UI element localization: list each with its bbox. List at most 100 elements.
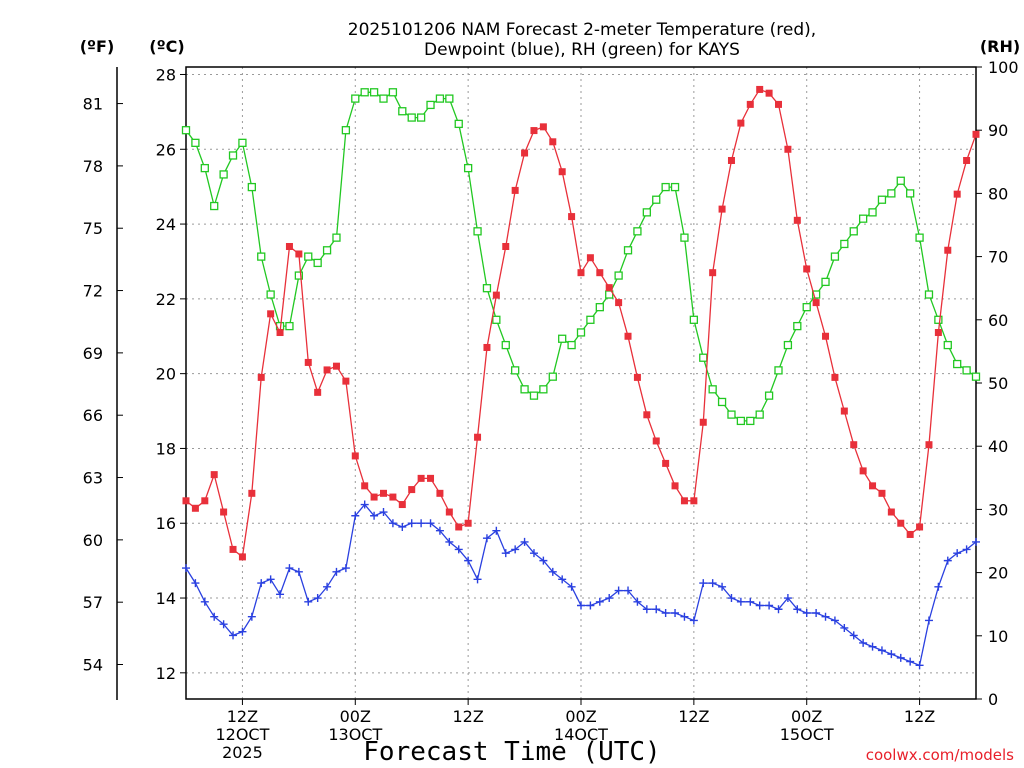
rh-point-39 (548, 372, 557, 381)
rh-point-34 (501, 340, 510, 350)
rh-point-19 (360, 88, 369, 97)
rh-tick-label-10: 100 (988, 58, 1019, 77)
rh-tick-label-9: 90 (988, 121, 1008, 140)
dewpoint-point-69 (830, 616, 839, 625)
rh-point-81 (943, 340, 952, 350)
dewpoint-series (182, 500, 980, 670)
temperature-point-54 (690, 497, 698, 505)
temperature-point-62 (765, 89, 773, 97)
dewpoint-point-46 (614, 586, 623, 595)
fahrenheit-unit-label: (ºF) (80, 37, 115, 56)
dewpoint-point-70 (840, 623, 849, 632)
dewpoint-point-57 (718, 582, 727, 591)
dewpoint-point-21 (379, 508, 388, 517)
rh-point-30 (463, 163, 473, 173)
rh-point-42 (576, 328, 586, 337)
rh-point-57 (717, 397, 727, 407)
temperature-point-6 (238, 553, 246, 561)
dewpoint-point-68 (821, 612, 830, 621)
temperature-point-73 (869, 482, 877, 490)
rh-point-55 (699, 353, 708, 362)
dewpoint-point-63 (774, 605, 783, 614)
rh-point-31 (473, 227, 482, 236)
rh-point-59 (736, 416, 746, 426)
temperature-point-28 (445, 508, 453, 516)
rh-point-48 (633, 227, 642, 236)
x-tick-label-6-1: 12Z (904, 707, 935, 726)
rh-point-24 (407, 113, 416, 122)
temperature-point-79 (925, 441, 933, 449)
dewpoint-point-28 (445, 537, 454, 546)
rh-point-60 (746, 416, 755, 426)
rh-point-79 (924, 290, 934, 299)
temperature-point-0 (182, 497, 190, 505)
dewpoint-point-73 (868, 642, 877, 651)
dewpoint-point-25 (417, 519, 426, 528)
rh-point-17 (341, 126, 351, 135)
rh-point-2 (200, 163, 209, 173)
temperature-point-69 (831, 373, 839, 381)
x-axis-label: Forecast Time (UTC) (363, 737, 660, 767)
rh-point-72 (858, 214, 868, 223)
rh-point-43 (586, 315, 595, 324)
temperature-point-67 (812, 299, 820, 307)
dewpoint-point-2 (200, 597, 209, 606)
dewpoint-point-48 (633, 597, 642, 606)
temperature-point-55 (699, 418, 707, 426)
temperature-point-1 (191, 504, 199, 512)
temperature-point-10 (276, 329, 284, 337)
dewpoint-point-33 (492, 526, 501, 535)
temperature-point-76 (897, 519, 905, 527)
rh-point-23 (398, 107, 407, 116)
dewpoint-point-7 (247, 612, 256, 621)
temperature-point-27 (436, 489, 444, 497)
rh-point-25 (416, 113, 426, 122)
dewpoint-point-76 (896, 653, 905, 662)
fahrenheit-tick-label-5: 69 (83, 344, 103, 363)
temperature-point-57 (718, 205, 726, 213)
chart-title-line-1: 2025101206 NAM Forecast 2-meter Temperat… (348, 20, 816, 40)
dewpoint-point-14 (313, 594, 322, 603)
rh-point-78 (915, 233, 924, 242)
temperature-point-56 (709, 269, 717, 277)
dewpoint-point-47 (624, 586, 633, 595)
rh-point-8 (257, 252, 266, 261)
rh-tick-label-1: 10 (988, 627, 1008, 646)
dewpoint-point-50 (652, 605, 661, 614)
rh-point-27 (435, 94, 445, 103)
temperature-point-60 (746, 100, 754, 108)
dewpoint-point-83 (962, 545, 971, 554)
dewpoint-point-6 (238, 627, 247, 636)
temperature-point-77 (906, 530, 914, 538)
celsius-tick-label-5: 22 (156, 290, 176, 309)
dewpoint-point-74 (877, 646, 886, 655)
rh-point-5 (228, 151, 238, 160)
temperature-point-75 (887, 508, 895, 516)
dewpoint-point-41 (567, 582, 576, 591)
temperature-point-21 (380, 489, 387, 497)
temperature-point-18 (351, 452, 359, 460)
temperature-point-38 (539, 123, 547, 131)
temperature-point-13 (304, 358, 312, 366)
temperature-point-66 (803, 265, 811, 273)
rh-point-29 (454, 119, 463, 129)
temperature-point-72 (859, 467, 867, 475)
temperature-point-43 (586, 254, 594, 262)
rh-tick-label-0: 0 (988, 690, 998, 709)
temperature-point-84 (972, 130, 980, 138)
rh-point-47 (623, 246, 633, 255)
dewpoint-point-18 (351, 511, 360, 520)
temperature-point-74 (878, 489, 886, 497)
rh-point-20 (369, 88, 379, 97)
temperature-point-25 (417, 474, 425, 482)
rh-point-65 (793, 321, 802, 331)
temperature-point-48 (633, 373, 641, 381)
rh-point-69 (830, 252, 840, 261)
fahrenheit-tick-label-9: 81 (83, 95, 103, 114)
rh-point-56 (708, 385, 717, 394)
temperature-point-7 (248, 489, 256, 497)
temperature-point-31 (474, 433, 482, 441)
rh-point-49 (642, 208, 651, 217)
rh-tick-label-6: 60 (988, 311, 1008, 330)
